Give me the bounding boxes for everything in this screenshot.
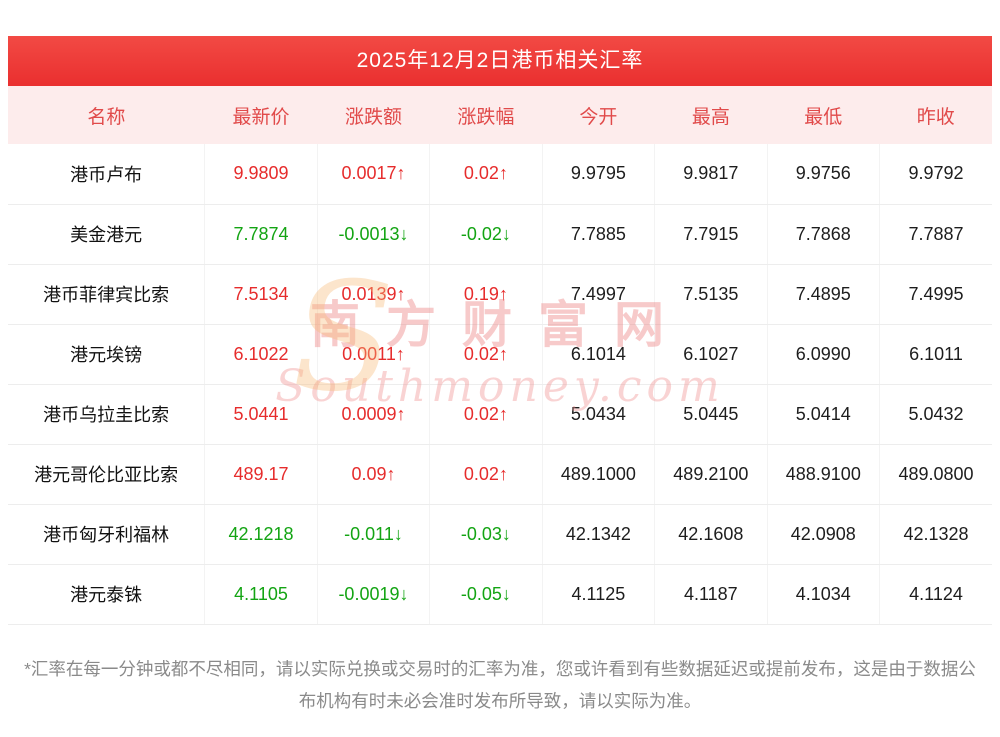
cell-change: -0.0019↓ <box>317 564 431 625</box>
cell-open: 489.1000 <box>542 444 656 505</box>
cell-open: 7.7885 <box>542 204 656 265</box>
cell-open: 9.9795 <box>542 144 656 205</box>
cell-high: 7.7915 <box>654 204 768 265</box>
cell-low: 42.0908 <box>767 504 881 565</box>
cell-prev_close: 42.1328 <box>879 504 992 565</box>
cell-high: 9.9817 <box>654 144 768 205</box>
cell-open: 6.1014 <box>542 324 656 385</box>
cell-change_pct: 0.02↑ <box>429 324 543 385</box>
cell-name: 港元埃镑 <box>8 324 206 385</box>
table-row: 港币乌拉圭比索 5.0441 0.0009↑ 0.02↑ 5.0434 5.0445 5.0… <box>8 384 992 445</box>
cell-prev_close: 9.9792 <box>879 144 992 205</box>
cell-latest: 6.1022 <box>204 324 318 385</box>
cell-prev_close: 6.1011 <box>879 324 992 385</box>
column-header: 今开 <box>542 86 655 144</box>
cell-open: 4.1125 <box>542 564 656 625</box>
column-header: 涨跌幅 <box>429 86 543 144</box>
column-header: 最低 <box>767 86 880 144</box>
cell-name: 港元哥伦比亚比索 <box>8 444 206 505</box>
cell-latest: 9.9809 <box>204 144 318 205</box>
page-title: 2025年12月2日港币相关汇率 <box>8 36 992 86</box>
cell-open: 42.1342 <box>542 504 656 565</box>
cell-change_pct: 0.02↑ <box>429 144 543 205</box>
cell-prev_close: 7.4995 <box>879 264 992 325</box>
table-row: 港元哥伦比亚比索 489.17 0.09↑ 0.02↑ 489.1000 489.2100… <box>8 444 992 505</box>
cell-change: 0.0017↑ <box>317 144 431 205</box>
column-header: 涨跌额 <box>317 86 430 144</box>
table-row: 港元泰铢 4.1105 -0.0019↓ -0.05↓ 4.1125 4.1187 4.10… <box>8 564 992 625</box>
cell-change_pct: 0.02↑ <box>429 444 543 505</box>
cell-latest: 4.1105 <box>204 564 318 625</box>
table-body: 港币卢布 9.9809 0.0017↑ 0.02↑ 9.9795 9.9817 9.9756… <box>8 144 992 625</box>
column-header: 最新价 <box>204 86 318 144</box>
cell-latest: 7.7874 <box>204 204 318 265</box>
cell-prev_close: 4.1124 <box>879 564 992 625</box>
cell-high: 5.0445 <box>654 384 768 445</box>
cell-high: 4.1187 <box>654 564 768 625</box>
cell-latest: 5.0441 <box>204 384 318 445</box>
cell-change: 0.09↑ <box>317 444 431 505</box>
column-header: 最高 <box>654 86 768 144</box>
cell-name: 港元泰铢 <box>8 564 206 625</box>
cell-change: -0.011↓ <box>317 504 431 565</box>
cell-low: 4.1034 <box>767 564 881 625</box>
cell-open: 7.4997 <box>542 264 656 325</box>
cell-name: 港币菲律宾比索 <box>8 264 206 325</box>
cell-open: 5.0434 <box>542 384 656 445</box>
cell-low: 6.0990 <box>767 324 881 385</box>
cell-high: 42.1608 <box>654 504 768 565</box>
cell-high: 7.5135 <box>654 264 768 325</box>
cell-change: 0.0009↑ <box>317 384 431 445</box>
cell-change: 0.0011↑ <box>317 324 431 385</box>
cell-latest: 489.17 <box>204 444 318 505</box>
cell-low: 9.9756 <box>767 144 881 205</box>
cell-change_pct: 0.02↑ <box>429 384 543 445</box>
cell-prev_close: 5.0432 <box>879 384 992 445</box>
cell-high: 489.2100 <box>654 444 768 505</box>
cell-name: 港币乌拉圭比索 <box>8 384 206 445</box>
cell-low: 7.7868 <box>767 204 881 265</box>
table-row: 港币匈牙利福林 42.1218 -0.011↓ -0.03↓ 42.1342 42.160… <box>8 504 992 565</box>
cell-name: 港币卢布 <box>8 144 206 205</box>
cell-change: 0.0139↑ <box>317 264 431 325</box>
cell-change_pct: -0.02↓ <box>429 204 543 265</box>
cell-change_pct: -0.05↓ <box>429 564 543 625</box>
cell-change_pct: 0.19↑ <box>429 264 543 325</box>
exchange-rates-table: 名称 最新价 涨跌额 涨跌幅 今开 最高 最低 昨收 港币卢布 9.9809 0.0017↑ 0.0… <box>8 86 992 625</box>
cell-name: 美金港元 <box>8 204 206 265</box>
table-row: 港元埃镑 6.1022 0.0011↑ 0.02↑ 6.1014 6.1027 6.0990… <box>8 324 992 385</box>
table-row: 港币卢布 9.9809 0.0017↑ 0.02↑ 9.9795 9.9817 9.9756… <box>8 144 992 205</box>
cell-low: 5.0414 <box>767 384 881 445</box>
cell-latest: 7.5134 <box>204 264 318 325</box>
cell-low: 488.9100 <box>767 444 881 505</box>
column-header: 名称 <box>8 86 205 144</box>
cell-name: 港币匈牙利福林 <box>8 504 206 565</box>
cell-change_pct: -0.03↓ <box>429 504 543 565</box>
table-header-row: 名称 最新价 涨跌额 涨跌幅 今开 最高 最低 昨收 <box>8 86 992 144</box>
column-header: 昨收 <box>879 86 992 144</box>
table-row: 港币菲律宾比索 7.5134 0.0139↑ 0.19↑ 7.4997 7.5135 7.4… <box>8 264 992 325</box>
cell-change: -0.0013↓ <box>317 204 431 265</box>
disclaimer-text: *汇率在每一分钟或都不尽相同，请以实际兑换或交易时的汇率为准，您或许看到有些数据… <box>24 658 976 711</box>
cell-latest: 42.1218 <box>204 504 318 565</box>
table-row: 美金港元 7.7874 -0.0013↓ -0.02↓ 7.7885 7.7915 7.78… <box>8 204 992 265</box>
cell-high: 6.1027 <box>654 324 768 385</box>
cell-prev_close: 7.7887 <box>879 204 992 265</box>
cell-prev_close: 489.0800 <box>879 444 992 505</box>
cell-low: 7.4895 <box>767 264 881 325</box>
